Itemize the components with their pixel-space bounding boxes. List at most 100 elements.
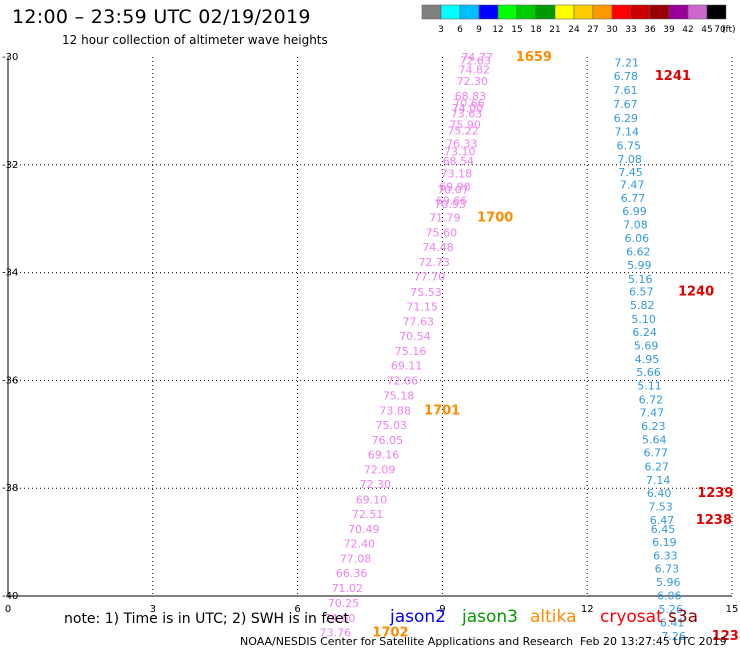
pass-time-label-altika: 1659 — [516, 50, 552, 65]
wave-height-label-altika: 75.18 — [383, 389, 415, 402]
wave-height-label-altika: 71.79 — [429, 211, 461, 224]
wave-height-label-altika: 75.60 — [426, 226, 458, 239]
wave-height-label-altika: 68.83 — [455, 90, 487, 103]
x-tick-label: 9 — [439, 604, 445, 615]
wave-height-label-cryosat: 6.75 — [616, 140, 641, 153]
color-scale-tick: 27 — [587, 25, 598, 35]
wave-height-label-altika: 76.33 — [446, 138, 478, 151]
wave-height-label-altika: 73.63 — [451, 107, 483, 120]
mission-legend-altika: altika — [530, 607, 577, 627]
wave-height-label-cryosat: 6.77 — [621, 192, 646, 205]
pass-time-label-altika: 1701 — [424, 403, 460, 418]
pass-time-label-cryosat: 1238 — [696, 513, 732, 528]
wave-height-label-altika: 74.77 — [461, 51, 493, 64]
x-tick-label: 0 — [5, 604, 11, 615]
pass-time-label-cryosat: 1239 — [697, 486, 733, 501]
wave-height-label-cryosat: 6.40 — [647, 487, 672, 500]
color-swatch — [630, 4, 651, 20]
footer-timestamp: Feb 20 13:27:45 UTC 2019 — [580, 635, 727, 648]
wave-height-label-cryosat: 6.19 — [652, 536, 677, 549]
wave-height-label-cryosat: 5.82 — [630, 299, 655, 312]
color-swatch — [554, 4, 575, 20]
wave-height-label-cryosat: 6.41 — [660, 616, 685, 629]
wave-height-label-cryosat: 7.45 — [618, 166, 643, 179]
wave-height-label-cryosat: 6.06 — [625, 232, 650, 245]
wave-height-label-altika: 72.30 — [360, 478, 392, 491]
wave-height-label-cryosat: 6.45 — [651, 523, 676, 536]
color-scale-tick: 3 — [438, 25, 444, 35]
color-scale-bar: 3 6 9 12 15 18 21 24 27 30 33 36 39 42 45 70(ft) — [421, 4, 736, 35]
grid-lines — [8, 57, 733, 596]
color-swatch — [706, 4, 727, 20]
wave-height-label-cryosat: 7.14 — [646, 474, 671, 487]
axes — [7, 57, 732, 597]
wave-height-label-altika: 77.63 — [403, 315, 435, 328]
wave-height-label-altika: 77.70 — [414, 271, 446, 284]
mission-legend-s3a: s3a — [668, 607, 699, 627]
wave-height-label-cryosat: 5.64 — [642, 434, 667, 447]
wave-height-label-altika: 71.15 — [406, 300, 438, 313]
pass-time-label-cryosat: 1241 — [655, 69, 691, 84]
data-labels: 74.7772.6374.8272.3068.8370.6674.0073.63… — [319, 50, 740, 644]
y-tick-label: -40 — [2, 591, 18, 602]
wave-height-label-cryosat: 5.99 — [627, 259, 652, 272]
wave-height-label-altika: 73.88 — [379, 404, 411, 417]
wave-height-label-altika: 71.02 — [332, 582, 364, 595]
wave-height-label-altika: 73.76 — [319, 626, 351, 639]
wave-height-label-altika: 74.60 — [324, 612, 356, 625]
color-scale-tick: 12 — [492, 25, 503, 35]
wave-height-label-altika: 75.53 — [410, 286, 442, 299]
wave-height-label-altika: 72.09 — [364, 464, 396, 477]
wave-height-label-cryosat: 5.66 — [636, 366, 661, 379]
wave-height-label-cryosat: 6.77 — [643, 447, 668, 460]
wave-height-label-altika: 69.10 — [356, 493, 388, 506]
color-scale-tick: 9 — [476, 25, 482, 35]
wave-height-label-cryosat: 5.69 — [634, 339, 659, 352]
y-tick-label: -36 — [2, 375, 18, 386]
wave-height-label-altika: 66.36 — [336, 567, 368, 580]
x-tick-label: 3 — [150, 604, 156, 615]
chart-subtitle: 12 hour collection of altimeter wave hei… — [62, 33, 328, 47]
color-scale-tick: 39 — [663, 25, 675, 35]
wave-height-label-altika: 68.54 — [443, 155, 475, 168]
wave-height-label-cryosat: 7.08 — [623, 219, 648, 232]
wave-height-label-cryosat: 6.27 — [644, 460, 669, 473]
color-scale-tick: 21 — [549, 25, 560, 35]
wave-height-label-altika: 69.90 — [439, 181, 471, 194]
color-scale-tick: 15 — [511, 25, 522, 35]
wave-height-label-altika: 69.11 — [391, 360, 423, 373]
wave-height-label-cryosat: 6.72 — [639, 393, 664, 406]
color-swatch — [459, 4, 480, 20]
x-tick-label: 6 — [294, 604, 300, 615]
wave-height-label-cryosat: 6.29 — [614, 112, 639, 125]
wave-height-label-altika: 72.30 — [457, 75, 489, 88]
mission-legend-cryosat: cryosat — [600, 607, 663, 627]
wave-height-label-cryosat: 6.99 — [622, 205, 647, 218]
color-scale-tick: 45 — [701, 25, 712, 35]
color-scale-tick: 24 — [568, 25, 580, 35]
wave-height-label-altika: 75.16 — [395, 345, 427, 358]
wave-height-label-altika: 72.06 — [387, 375, 419, 388]
wave-height-label-cryosat: 7.26 — [661, 630, 686, 643]
wave-height-label-altika: 74.48 — [422, 241, 454, 254]
mission-legend-jason3: jason3 — [462, 607, 518, 627]
color-swatch — [440, 4, 461, 20]
color-scale-tick: 70 — [714, 25, 726, 35]
wave-height-label-altika: 70.25 — [328, 597, 360, 610]
color-swatch — [668, 4, 689, 20]
color-swatch — [516, 4, 537, 20]
wave-height-label-altika: 77.08 — [340, 553, 372, 566]
color-swatch — [611, 4, 632, 20]
wave-height-label-altika: 75.22 — [447, 125, 479, 138]
wave-height-label-altika: 70.66 — [453, 97, 485, 110]
wave-height-label-altika: 70.93 — [434, 198, 466, 211]
wave-height-label-altika: 69.16 — [368, 449, 400, 462]
color-scale-tick: 6 — [457, 25, 463, 35]
wave-height-label-altika: 70.07 — [437, 183, 469, 196]
y-tick-label: -30 — [2, 52, 18, 63]
wave-height-label-cryosat: 6.23 — [641, 420, 666, 433]
wave-height-label-altika: 74.82 — [459, 64, 491, 77]
pass-time-label-cryosat: 1238 — [712, 629, 740, 644]
wave-height-label-cryosat: 6.06 — [657, 590, 682, 603]
